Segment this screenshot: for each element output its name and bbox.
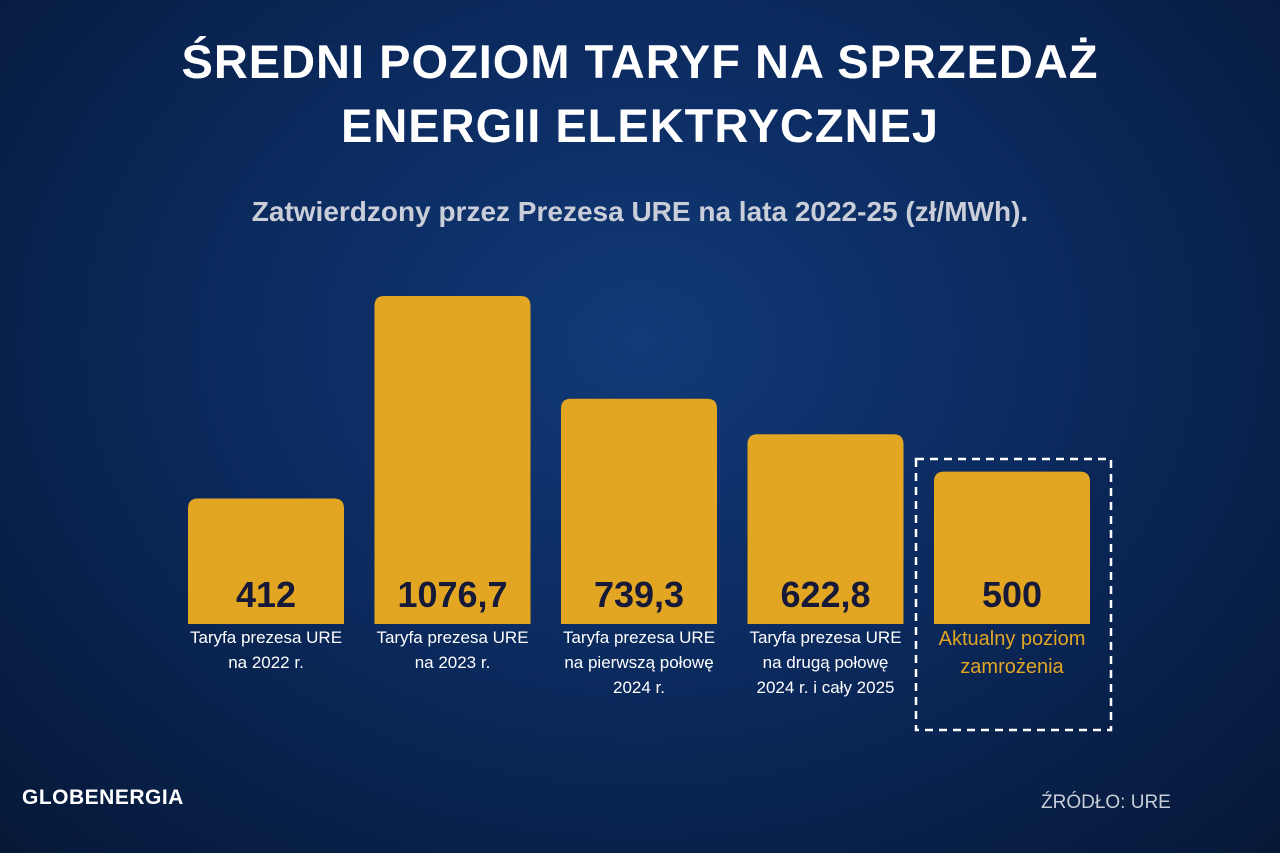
bar	[747, 434, 904, 624]
bar	[188, 498, 344, 624]
value-label: 500	[982, 574, 1042, 615]
value-label: 412	[236, 574, 296, 615]
highlight-box	[914, 457, 1113, 732]
source-note: ŹRÓDŁO: URE	[1041, 792, 1171, 813]
category-label: Taryfa prezesa URE na 2022 r.	[189, 628, 343, 672]
category-label: Taryfa prezesa URE na 2023 r.	[376, 628, 529, 672]
value-label: 1076,7	[397, 574, 507, 615]
chart-title: ŚREDNI POZIOM TARYF NA SPRZEDAŻ ENERGII …	[181, 35, 1099, 152]
brand-logo: GLOBENERGIA	[22, 786, 184, 809]
category-label: Taryfa prezesa URE na drugą połowę 2024 …	[749, 628, 902, 697]
category-label: Aktualny poziom zamrożenia	[938, 628, 1086, 678]
value-label: 622,8	[780, 574, 870, 615]
chart-subtitle: Zatwierdzony przez Prezesa URE na lata 2…	[251, 196, 1029, 227]
bar	[561, 398, 717, 624]
bar	[934, 471, 1090, 624]
bar	[374, 296, 531, 624]
value-label: 739,3	[594, 574, 684, 615]
category-label: Taryfa prezesa URE na pierwszą połowę 20…	[562, 628, 716, 697]
